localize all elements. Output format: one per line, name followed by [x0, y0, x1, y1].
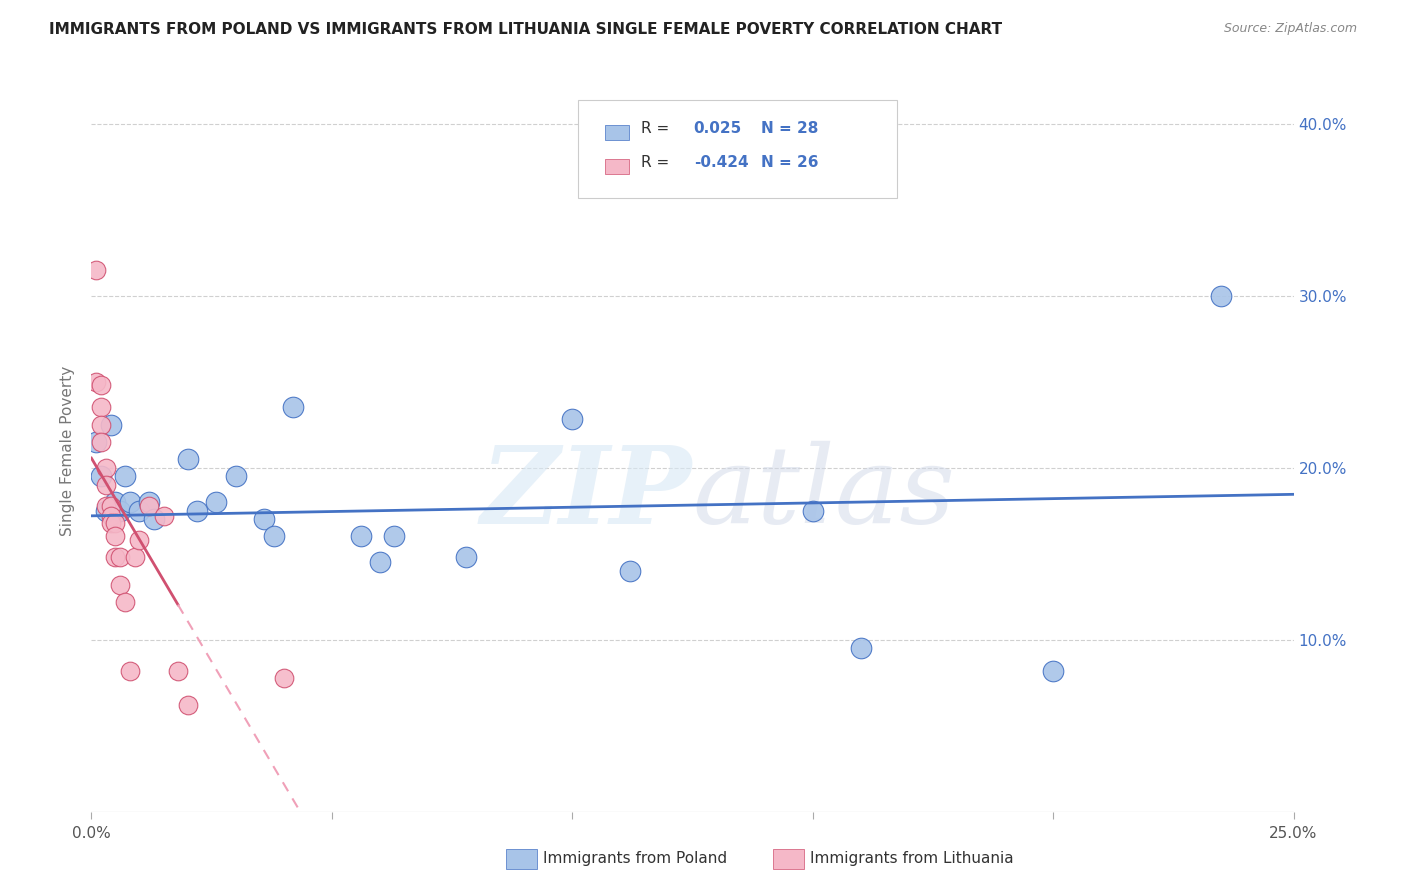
Point [90, 401, 112, 415]
Point [110, 503, 132, 517]
Point [114, 595, 136, 609]
Point [110, 550, 132, 565]
Y-axis label: Single Female Poverty: Single Female Poverty [60, 366, 76, 535]
Point [104, 516, 127, 530]
Bar [605, 125, 628, 141]
Point [176, 452, 198, 467]
Point [263, 529, 285, 543]
Point [100, 508, 122, 523]
Point [84, 375, 107, 389]
Text: R =: R = [641, 120, 673, 136]
Point [104, 550, 127, 565]
Point [94, 478, 117, 492]
Point [273, 671, 295, 685]
Text: ZIP: ZIP [481, 441, 692, 547]
Point [118, 664, 141, 678]
Point [382, 529, 405, 543]
Point [142, 512, 165, 526]
Point [152, 508, 174, 523]
Point [283, 401, 305, 415]
Text: 0.025: 0.025 [693, 120, 742, 136]
Point [456, 550, 478, 565]
Point [561, 412, 583, 426]
Point [128, 503, 150, 517]
Point [84, 434, 107, 449]
Point [176, 698, 198, 712]
Text: Immigrants from Lithuania: Immigrants from Lithuania [810, 851, 1014, 865]
Point [619, 564, 641, 578]
Point [205, 495, 228, 509]
Point [90, 417, 112, 432]
Point [90, 434, 112, 449]
Point [94, 499, 117, 513]
FancyBboxPatch shape [578, 100, 897, 198]
Text: N = 28: N = 28 [761, 120, 818, 136]
Point [253, 512, 276, 526]
Point [94, 503, 117, 517]
Point [100, 499, 122, 513]
Point [801, 503, 824, 517]
Point [84, 262, 107, 277]
Point [118, 495, 141, 509]
Text: IMMIGRANTS FROM POLAND VS IMMIGRANTS FROM LITHUANIA SINGLE FEMALE POVERTY CORREL: IMMIGRANTS FROM POLAND VS IMMIGRANTS FRO… [49, 22, 1002, 37]
Point [368, 555, 391, 569]
Text: R =: R = [641, 154, 673, 169]
Point [186, 503, 208, 517]
Point [138, 499, 160, 513]
Point [1042, 664, 1064, 678]
Text: Immigrants from Poland: Immigrants from Poland [543, 851, 727, 865]
Point [100, 516, 122, 530]
Point [350, 529, 373, 543]
Point [1211, 288, 1233, 302]
Point [90, 378, 112, 392]
Point [114, 469, 136, 483]
Text: Source: ZipAtlas.com: Source: ZipAtlas.com [1223, 22, 1357, 36]
Point [90, 469, 112, 483]
Text: atlas: atlas [692, 442, 956, 547]
Point [225, 469, 247, 483]
Point [138, 495, 160, 509]
Point [167, 664, 190, 678]
Point [104, 529, 127, 543]
Text: N = 26: N = 26 [761, 154, 818, 169]
Point [849, 641, 872, 656]
Text: -0.424: -0.424 [693, 154, 748, 169]
Point [94, 460, 117, 475]
Bar [605, 159, 628, 175]
Point [128, 533, 150, 547]
Point [104, 495, 127, 509]
Point [110, 577, 132, 591]
Point [100, 417, 122, 432]
Point [124, 550, 146, 565]
